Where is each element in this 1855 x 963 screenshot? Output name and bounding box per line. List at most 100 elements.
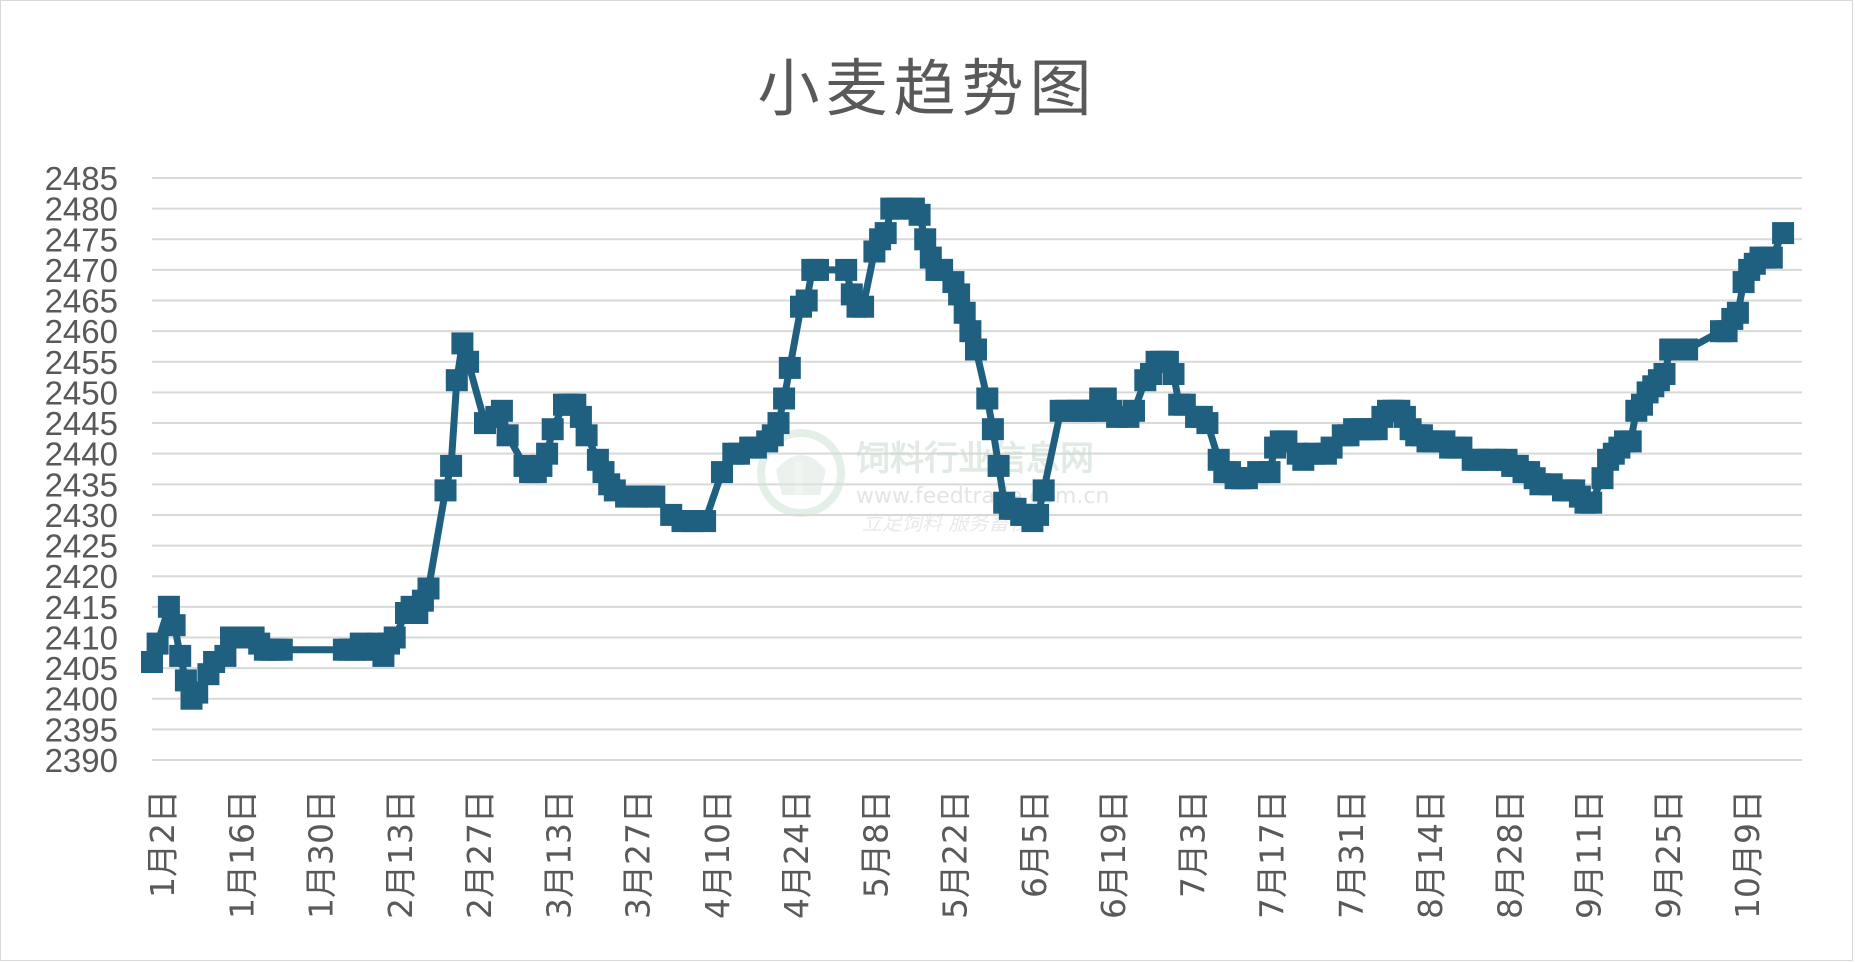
y-tick-label: 2415: [45, 589, 118, 626]
data-point-marker: [767, 412, 790, 435]
data-point-marker: [795, 289, 818, 312]
data-point-marker: [835, 258, 858, 281]
data-point-marker: [948, 283, 971, 306]
data-point-marker: [959, 320, 982, 343]
data-point-marker: [1123, 399, 1145, 422]
data-point-marker: [908, 203, 931, 226]
data-point-marker: [643, 485, 666, 508]
x-tick-label: 2月13日: [381, 790, 420, 919]
data-point-marker: [807, 258, 829, 281]
data-point-marker: [1258, 461, 1281, 484]
data-point-marker: [541, 418, 564, 441]
x-tick-label: 5月22日: [936, 790, 975, 919]
data-point-marker: [711, 461, 733, 484]
y-tick-label: 2455: [45, 344, 118, 381]
y-tick-label: 2420: [45, 558, 118, 595]
data-point-marker: [1653, 363, 1676, 385]
data-point-marker: [186, 681, 209, 704]
series-markers: [141, 197, 1795, 710]
data-point-marker: [953, 301, 976, 324]
watermark-url: www.feedtrade.com.cn: [856, 484, 1109, 509]
x-tick-label: 8月14日: [1411, 790, 1450, 919]
x-tick-label: 9月25日: [1649, 790, 1688, 919]
data-point-marker: [214, 644, 237, 667]
y-tick-label: 2410: [45, 619, 118, 656]
y-tick-label: 2440: [45, 436, 118, 473]
data-point-marker: [1760, 246, 1783, 269]
y-tick-label: 2400: [45, 681, 118, 718]
data-point-marker: [1027, 503, 1050, 526]
data-point-marker: [575, 424, 598, 447]
data-point-marker: [1619, 430, 1642, 453]
x-tick-label: 6月19日: [1094, 790, 1133, 919]
x-axis-ticks: 1月2日 1月16日 1月30日 2月13日 2月27日 3月13日 3月27日 4月10日 4…: [143, 790, 1767, 919]
y-tick-label: 2485: [45, 160, 118, 197]
watermark-site-name: 饲料行业信息网: [856, 439, 1094, 479]
y-tick-label: 2405: [45, 650, 118, 687]
data-point-marker: [965, 338, 987, 361]
data-point-marker: [852, 295, 875, 318]
data-point-marker: [914, 228, 937, 251]
y-tick-label: 2445: [45, 405, 118, 442]
data-point-marker: [569, 405, 592, 428]
data-point-marker: [457, 350, 480, 373]
data-point-marker: [1032, 479, 1055, 502]
x-tick-label: 4月10日: [698, 790, 737, 919]
data-point-marker: [440, 454, 463, 477]
x-tick-label: 3月13日: [539, 790, 578, 919]
y-tick-label: 2480: [45, 191, 118, 228]
y-tick-label: 2425: [45, 528, 118, 565]
data-point-marker: [157, 595, 180, 618]
data-point-marker: [169, 644, 192, 667]
data-point-marker: [1726, 301, 1749, 324]
x-tick-label: 6月5日: [1015, 790, 1054, 898]
data-point-marker: [1162, 363, 1185, 385]
data-point-marker: [536, 442, 559, 465]
y-tick-label: 2430: [45, 497, 118, 534]
data-point-marker: [694, 510, 717, 533]
x-tick-label: 7月17日: [1253, 790, 1292, 919]
x-tick-label: 4月24日: [777, 790, 816, 919]
x-tick-label: 1月2日: [143, 790, 182, 898]
data-point-marker: [1676, 338, 1699, 361]
data-point-marker: [445, 369, 468, 392]
data-point-marker: [1591, 467, 1614, 490]
data-point-marker: [490, 399, 513, 422]
data-point-marker: [987, 454, 1010, 477]
data-point-marker: [981, 418, 1004, 441]
y-tick-label: 2460: [45, 313, 118, 350]
y-tick-label: 2475: [45, 221, 118, 258]
data-point-marker: [434, 479, 457, 502]
data-point-marker: [778, 356, 801, 379]
y-tick-label: 2470: [45, 252, 118, 289]
y-tick-label: 2450: [45, 374, 118, 411]
y-tick-label: 2395: [45, 711, 118, 748]
x-tick-label: 7月31日: [1332, 790, 1371, 919]
x-tick-label: 10月9日: [1728, 790, 1767, 919]
data-point-marker: [417, 577, 440, 600]
data-point-marker: [976, 387, 999, 410]
x-tick-label: 5月8日: [856, 790, 895, 898]
data-point-marker: [1196, 412, 1219, 435]
x-tick-label: 7月3日: [1173, 790, 1212, 898]
x-tick-label: 1月30日: [302, 790, 341, 919]
chart-title: 小麦趋势图: [757, 52, 1098, 125]
data-point-marker: [163, 614, 186, 637]
y-tick-label: 2435: [45, 466, 118, 503]
y-tick-label: 2390: [45, 742, 118, 779]
x-tick-label: 2月27日: [460, 790, 499, 919]
x-tick-label: 3月27日: [619, 790, 658, 919]
data-point-marker: [773, 387, 796, 410]
y-axis-ticks: 2390239524002405241024152420242524302435…: [45, 160, 118, 779]
data-point-marker: [270, 638, 293, 661]
data-point-marker: [496, 424, 519, 447]
data-point-marker: [383, 626, 406, 649]
y-tick-label: 2465: [45, 283, 118, 320]
watermark-logo-icon: [757, 429, 845, 517]
data-point-marker: [874, 222, 897, 245]
data-point-marker: [451, 332, 474, 355]
data-point-marker: [1580, 491, 1603, 514]
x-tick-label: 1月16日: [222, 790, 261, 919]
data-point-marker: [146, 632, 169, 655]
